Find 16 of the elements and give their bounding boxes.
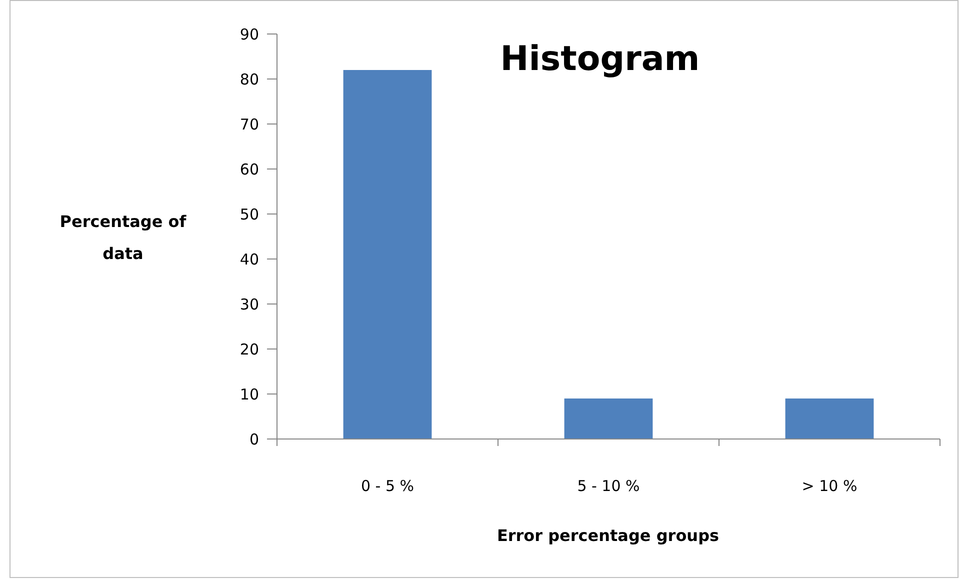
x-tick-label: > 10 % (802, 477, 858, 495)
chart-title: Histogram (500, 39, 700, 79)
y-tick-label: 10 (240, 385, 259, 404)
x-tick-label: 0 - 5 % (360, 477, 414, 495)
y-tick-label: 30 (240, 295, 259, 314)
y-tick-label: 90 (240, 25, 259, 44)
y-axis-title: Percentage of data (60, 212, 188, 263)
y-tick-label: 60 (240, 160, 259, 178)
y-tick-label: 20 (240, 340, 259, 358)
y-tick-label: 40 (240, 250, 259, 268)
y-tick-label: 0 (249, 430, 259, 448)
x-axis-title: Error percentage groups (496, 526, 720, 545)
y-tick-label: 70 (240, 115, 259, 134)
y-tick-label: 80 (240, 70, 259, 88)
x-tick-label: 5 - 10 % (577, 477, 640, 495)
y-tick-label: 50 (240, 205, 259, 224)
